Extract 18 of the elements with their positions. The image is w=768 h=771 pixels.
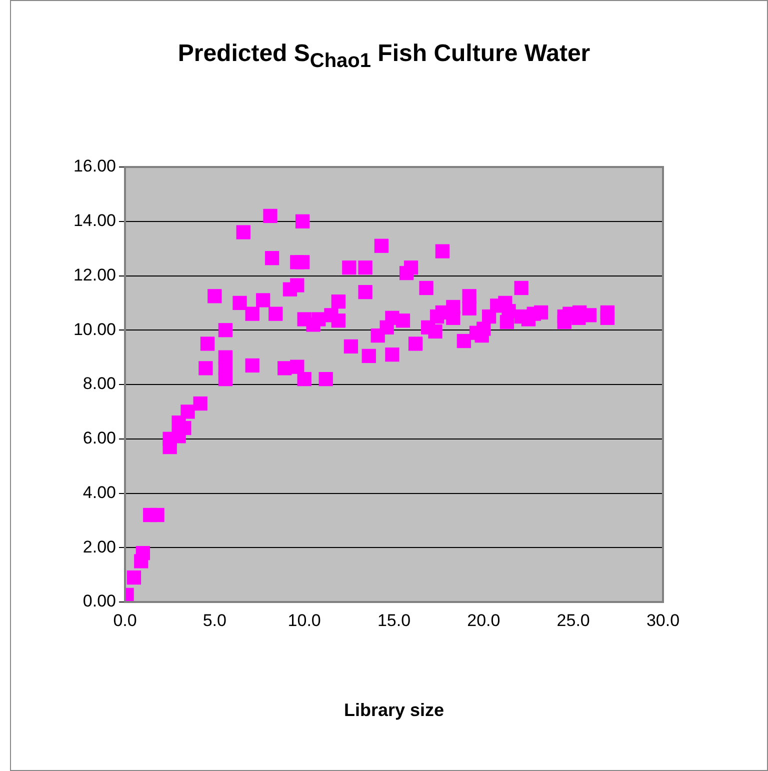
y-tick-label: 12.00 [73, 265, 116, 284]
y-tick-label: 16.00 [73, 156, 116, 176]
chart-title: Predicted S$_{Chao1}$ Fish Culture Water [176, 40, 592, 73]
x-tick-label: 30.0 [646, 610, 680, 630]
x-axis-title: Library size [344, 700, 444, 720]
y-tick-label: 6.00 [82, 428, 116, 448]
y-tick-label: 14.00 [73, 211, 116, 230]
x-tick-label: 0.0 [113, 610, 137, 630]
y-tick-label: 2.00 [82, 537, 116, 556]
x-tick-label: 20.0 [467, 610, 500, 630]
x-tick-label: 5.0 [202, 610, 226, 630]
x-tick-label: 15.0 [377, 610, 411, 630]
y-tick-label: 4.00 [82, 482, 116, 502]
y-tick-label: 0.00 [82, 592, 116, 611]
y-tick-label: 8.00 [82, 374, 116, 394]
x-tick-label: 10.0 [288, 610, 321, 630]
x-tick-label: 25.0 [556, 610, 590, 630]
y-tick-label: 10.00 [73, 320, 116, 339]
